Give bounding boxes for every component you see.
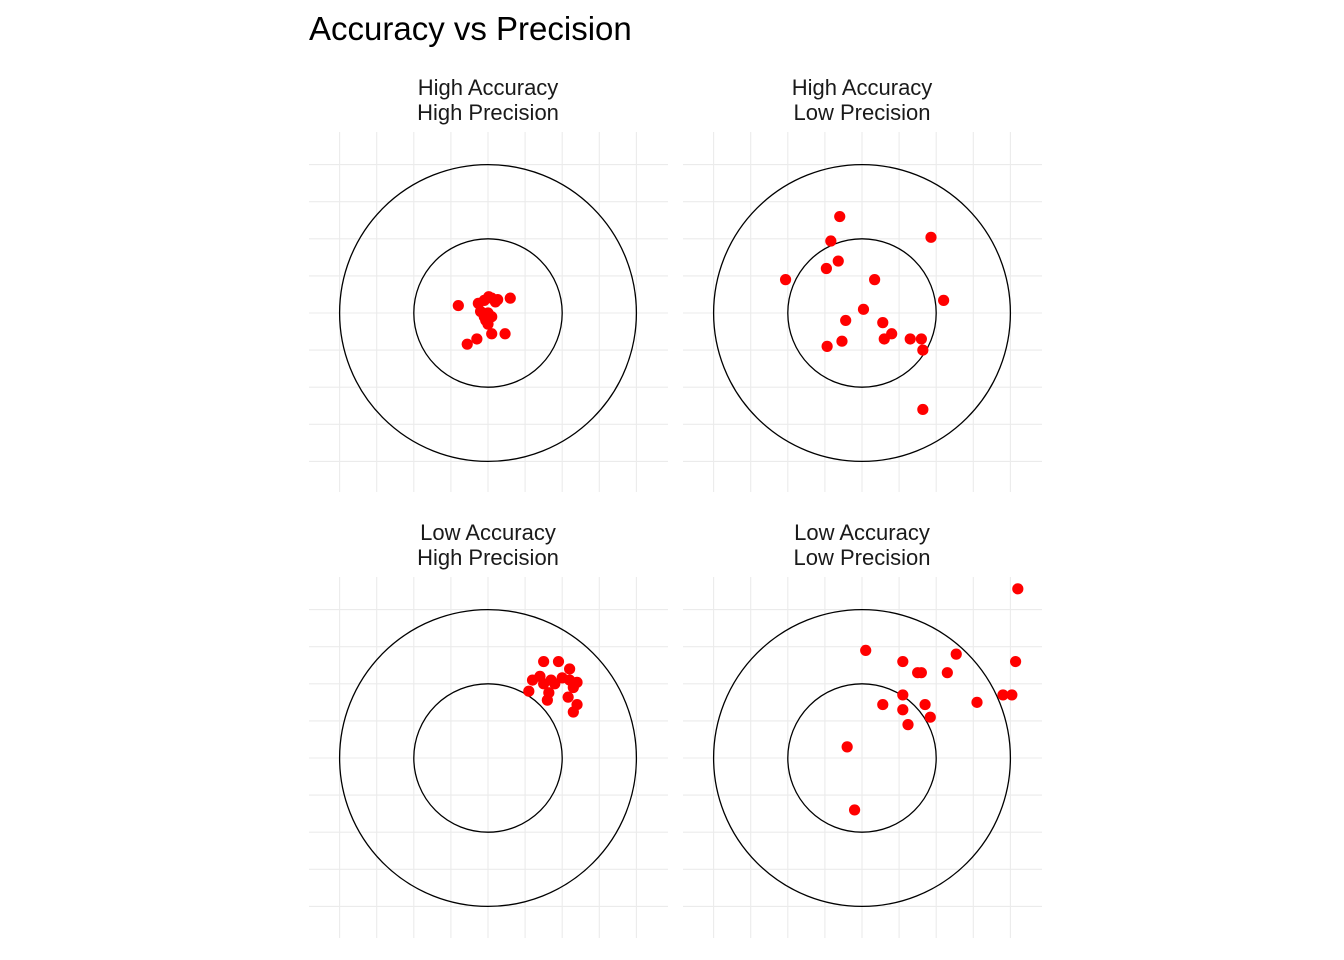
data-point <box>869 274 881 286</box>
data-point <box>904 333 916 345</box>
data-point <box>925 231 937 243</box>
panel-title-line-2: High Precision <box>417 100 559 125</box>
data-point <box>1006 689 1018 701</box>
data-point <box>825 235 837 247</box>
data-point <box>938 294 950 306</box>
data-point <box>461 338 473 350</box>
data-point <box>840 314 852 327</box>
outer-ring <box>712 608 1012 908</box>
data-point <box>919 698 931 711</box>
data-point <box>492 294 504 306</box>
panel-title-line-2: Low Precision <box>794 545 931 570</box>
panel-title-line-2: High Precision <box>417 545 559 570</box>
data-point <box>860 644 872 657</box>
data-point <box>504 292 516 304</box>
data-point <box>567 706 579 718</box>
data-point <box>1012 583 1024 595</box>
data-point <box>538 655 550 668</box>
data-point <box>915 667 927 679</box>
panel-title-line-2: Low Precision <box>794 100 931 125</box>
data-point <box>564 663 576 675</box>
data-point <box>857 303 870 315</box>
chart-title: Accuracy vs Precision <box>309 10 632 47</box>
inner-ring <box>413 683 563 833</box>
data-point <box>834 210 846 223</box>
data-point <box>832 255 844 267</box>
data-point <box>779 274 792 286</box>
data-point <box>997 689 1009 701</box>
inner-ring <box>413 238 563 388</box>
data-point <box>523 685 535 697</box>
data-point <box>486 328 498 340</box>
data-point <box>821 340 833 352</box>
data-point <box>562 691 574 703</box>
inner-ring <box>787 238 937 388</box>
data-point <box>915 333 927 345</box>
data-point <box>917 344 929 356</box>
data-point <box>552 655 565 668</box>
data-point <box>902 719 914 731</box>
panel-title-line-1: High Accuracy <box>792 75 933 100</box>
data-point <box>471 333 483 345</box>
data-point <box>452 299 464 312</box>
data-point <box>917 403 929 416</box>
data-point <box>848 804 861 816</box>
data-point <box>499 328 511 340</box>
panel-title-line-1: Low Accuracy <box>420 520 556 545</box>
panel-title-line-1: High Accuracy <box>418 75 559 100</box>
data-point <box>567 681 579 694</box>
panel-title-line-1: Low Accuracy <box>794 520 930 545</box>
data-point <box>877 698 889 711</box>
data-point <box>924 711 936 723</box>
data-point <box>1009 655 1022 668</box>
outer-ring <box>338 608 638 908</box>
data-point <box>897 689 909 701</box>
data-point <box>941 667 953 679</box>
data-point <box>534 670 546 682</box>
data-point <box>820 262 832 275</box>
data-point <box>971 696 983 708</box>
data-point <box>836 335 848 347</box>
data-point <box>897 655 909 668</box>
outer-ring <box>712 163 1012 463</box>
data-point <box>841 741 853 753</box>
data-point <box>878 333 890 345</box>
inner-ring <box>787 683 937 833</box>
data-point <box>897 704 909 716</box>
data-point <box>877 317 889 329</box>
outer-ring <box>338 163 638 463</box>
data-point <box>482 318 494 330</box>
data-point <box>541 694 553 706</box>
data-point <box>549 678 561 690</box>
data-point <box>950 648 962 660</box>
